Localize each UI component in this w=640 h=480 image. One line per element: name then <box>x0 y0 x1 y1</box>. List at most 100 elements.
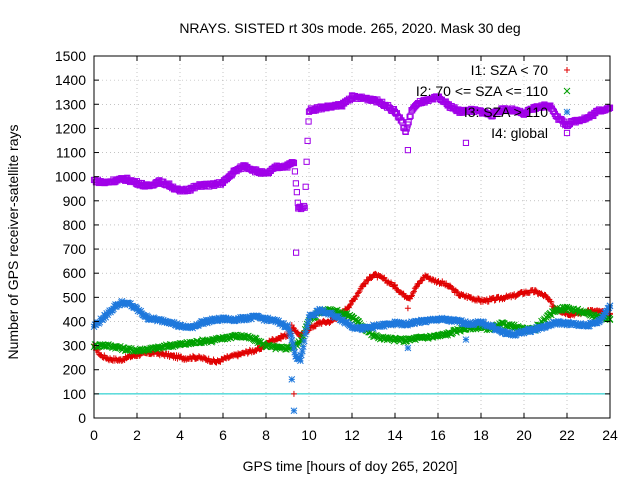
y-tick-label: 500 <box>63 289 87 305</box>
data-point <box>279 322 286 329</box>
data-point <box>289 340 297 348</box>
data-point <box>298 347 306 355</box>
data-point <box>412 284 419 291</box>
x-tick-label: 24 <box>602 427 618 443</box>
x-axis-label: GPS time [hours of doy 265, 2020] <box>243 458 458 474</box>
x-tick-label: 4 <box>176 427 184 443</box>
data-point <box>588 311 595 318</box>
y-tick-labels: 0 100 200 300 400 500 600 700 800 900 1000 1100 1200… <box>55 48 86 426</box>
ticks <box>93 55 611 419</box>
data-point <box>532 327 540 334</box>
data-point <box>404 321 412 329</box>
data-point <box>205 318 213 326</box>
data-point <box>499 329 506 337</box>
data-point <box>291 168 299 175</box>
data-point <box>547 298 554 305</box>
legend-marker <box>563 87 571 95</box>
legend-marker <box>563 108 571 116</box>
y-tick-label: 600 <box>63 265 87 281</box>
y-tick-label: 100 <box>63 386 87 402</box>
data-point <box>548 298 555 305</box>
legend: I1: SZA < 70 I2: 70 <= SZA <= 110 I3: SZA … <box>416 62 571 141</box>
series-4 <box>90 92 614 256</box>
y-tick-label: 1200 <box>55 120 86 136</box>
data-point <box>357 323 365 331</box>
data-point <box>603 307 611 315</box>
data-point <box>202 318 209 326</box>
outlier-point <box>288 376 296 383</box>
legend-marker <box>564 67 570 73</box>
data-point <box>304 137 311 144</box>
data-point <box>410 288 417 295</box>
data-point <box>458 317 465 324</box>
data-point <box>586 322 593 330</box>
data-point <box>532 287 539 294</box>
y-tick-label: 1100 <box>56 145 86 161</box>
data-point <box>302 328 310 335</box>
data-layer <box>90 92 614 415</box>
data-point <box>408 292 415 299</box>
y-tick-label: 1000 <box>55 169 86 185</box>
data-point <box>506 329 514 337</box>
data-point <box>534 326 542 334</box>
data-point <box>286 328 293 336</box>
legend-label: I3: SZA > 110 <box>464 104 548 120</box>
data-point <box>293 189 300 196</box>
data-point <box>137 307 145 315</box>
data-point <box>605 304 613 312</box>
x-tick-label: 10 <box>301 427 317 443</box>
data-point <box>403 125 410 132</box>
data-point <box>418 277 425 284</box>
data-point <box>205 355 212 362</box>
series-3 <box>90 297 614 415</box>
data-point <box>288 332 295 340</box>
data-point <box>301 204 308 211</box>
data-point <box>172 322 180 329</box>
y-tick-label: 1500 <box>55 48 86 64</box>
data-point <box>300 337 308 345</box>
outlier-point <box>404 305 411 312</box>
x-tick-label: 18 <box>473 427 489 443</box>
data-point <box>402 128 409 135</box>
x-tick-label: 14 <box>387 427 403 443</box>
data-point <box>398 321 406 329</box>
data-point <box>527 328 535 336</box>
data-point <box>247 315 255 323</box>
data-point <box>398 335 406 343</box>
data-point <box>285 324 292 332</box>
data-point <box>159 316 167 324</box>
y-tick-label: 1400 <box>55 72 86 88</box>
data-point <box>454 289 461 296</box>
data-point <box>372 270 379 277</box>
data-point <box>491 297 498 304</box>
y-tick-label: 800 <box>63 217 87 233</box>
data-point <box>297 357 304 365</box>
data-point <box>346 302 353 309</box>
data-point <box>351 296 358 303</box>
data-point <box>236 315 243 323</box>
outlier-point <box>293 249 300 256</box>
data-point <box>304 318 312 326</box>
x-tick-label: 6 <box>219 427 227 443</box>
data-point <box>300 202 308 210</box>
data-point <box>299 343 307 351</box>
x-tick-label: 20 <box>516 427 532 443</box>
data-point <box>303 323 311 330</box>
data-point <box>305 118 312 125</box>
data-point <box>392 281 398 288</box>
x-tick-label: 2 <box>133 427 141 443</box>
data-point <box>288 336 296 344</box>
data-point <box>398 117 405 124</box>
data-point <box>525 325 533 333</box>
y-tick-label: 300 <box>63 338 87 354</box>
data-point <box>364 277 371 284</box>
data-point <box>263 317 271 325</box>
y-tick-label: 900 <box>63 193 87 209</box>
data-point <box>355 318 363 325</box>
data-point <box>290 344 298 352</box>
x-tick-labels: 0 2 4 6 8 10 12 14 16 18 20 22 24 <box>90 427 618 443</box>
data-point <box>408 293 415 300</box>
data-point <box>100 314 108 322</box>
outlier-point <box>290 390 297 397</box>
